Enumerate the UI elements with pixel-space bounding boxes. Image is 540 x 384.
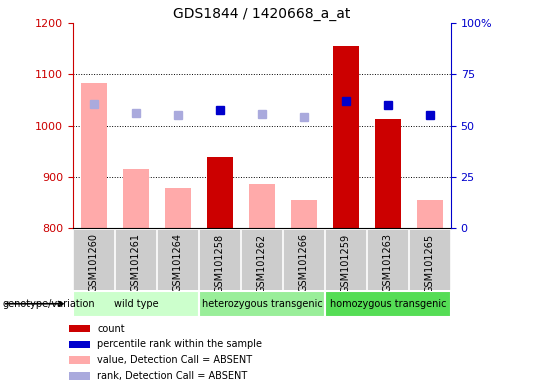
Text: value, Detection Call = ABSENT: value, Detection Call = ABSENT <box>97 355 252 365</box>
Bar <box>207 157 233 228</box>
Bar <box>199 291 325 317</box>
Text: rank, Detection Call = ABSENT: rank, Detection Call = ABSENT <box>97 371 247 381</box>
Title: GDS1844 / 1420668_a_at: GDS1844 / 1420668_a_at <box>173 7 350 21</box>
Text: GSM101263: GSM101263 <box>383 233 393 292</box>
Bar <box>73 291 199 317</box>
Bar <box>70 341 90 348</box>
Bar <box>375 119 401 228</box>
Text: heterozygous transgenic: heterozygous transgenic <box>201 299 322 309</box>
Text: genotype/variation: genotype/variation <box>3 299 96 309</box>
Text: GSM101260: GSM101260 <box>89 233 99 292</box>
Text: GSM101264: GSM101264 <box>173 233 183 292</box>
Bar <box>165 188 191 228</box>
Bar <box>70 325 90 333</box>
Text: GSM101262: GSM101262 <box>257 233 267 293</box>
Bar <box>417 200 442 228</box>
Text: GSM101258: GSM101258 <box>215 233 225 293</box>
Text: GSM101266: GSM101266 <box>299 233 309 292</box>
Bar <box>82 83 106 228</box>
Bar <box>70 356 90 364</box>
Text: homozygous transgenic: homozygous transgenic <box>329 299 446 309</box>
Text: GSM101259: GSM101259 <box>341 233 351 293</box>
Bar <box>70 372 90 380</box>
Text: wild type: wild type <box>113 299 158 309</box>
Bar <box>333 46 359 228</box>
Text: GSM101261: GSM101261 <box>131 233 141 292</box>
Text: percentile rank within the sample: percentile rank within the sample <box>97 339 262 349</box>
Bar <box>325 291 451 317</box>
Bar <box>291 200 316 228</box>
Bar <box>123 169 148 228</box>
Bar <box>249 184 274 228</box>
Text: count: count <box>97 324 125 334</box>
Text: GSM101265: GSM101265 <box>425 233 435 293</box>
